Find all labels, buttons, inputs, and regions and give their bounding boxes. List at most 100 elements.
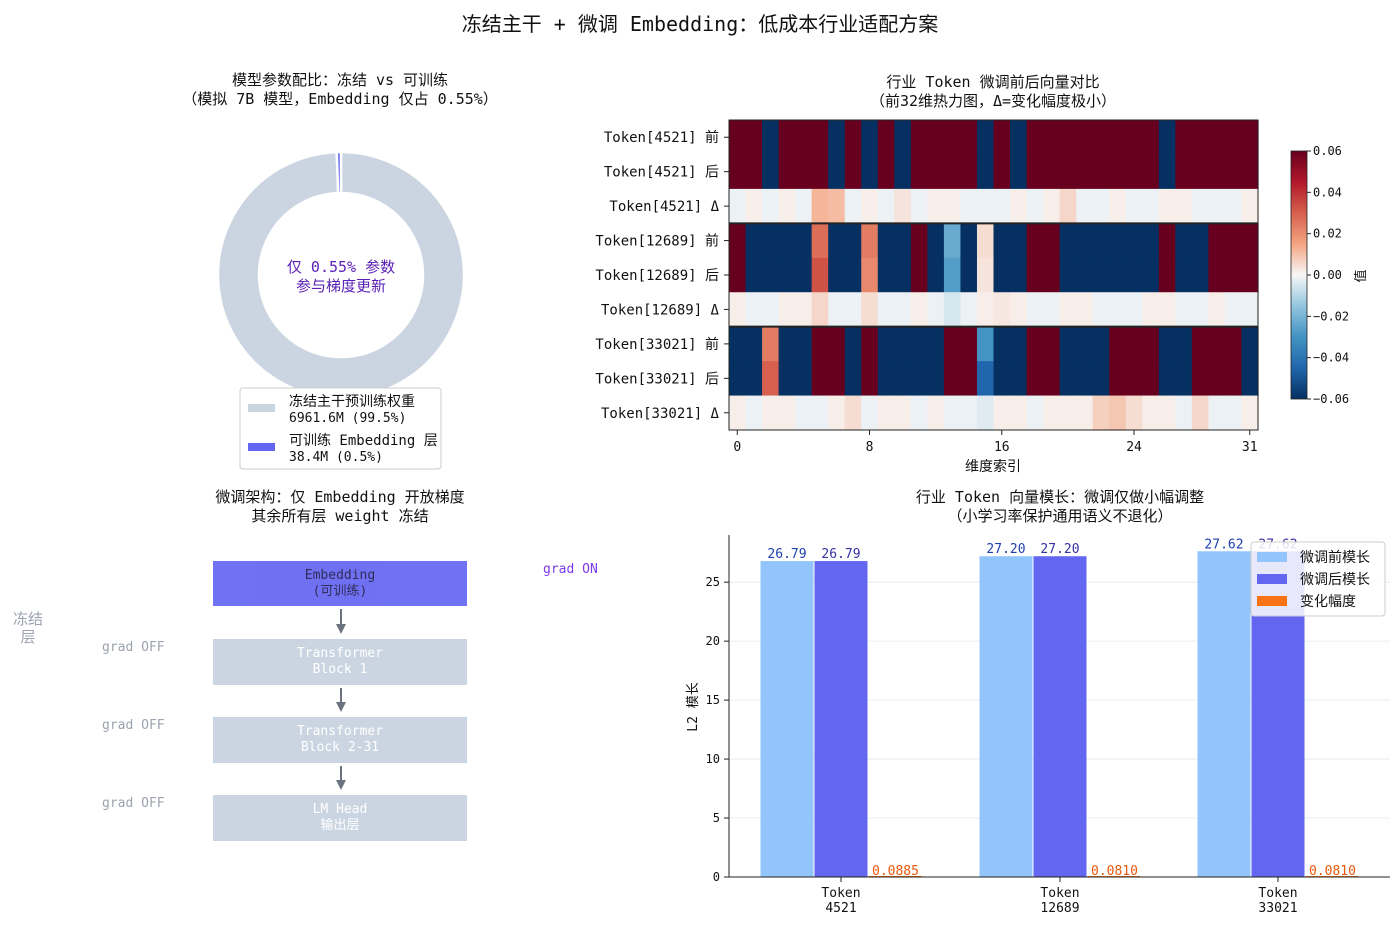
heatmap-cell	[877, 395, 895, 431]
heatmap-cell	[976, 223, 995, 259]
heatmap-cell	[1158, 120, 1176, 156]
heatmap-cell	[1142, 154, 1160, 190]
donut-chart: 仅 0.55% 参数 参与梯度更新 冻结主干预训练权重 6961.6M (99.…	[216, 150, 466, 470]
arch-side-label-line2: 层	[20, 628, 36, 646]
heatmap-cell	[811, 223, 829, 259]
donut-title-line1: 模型参数配比：冻结 vs 可训练	[231, 71, 449, 89]
heatmap-cell	[1092, 188, 1110, 224]
heatmap-cell	[861, 257, 879, 293]
heatmap-cell	[1059, 326, 1077, 362]
heatmap-cell	[910, 223, 928, 259]
heatmap-cell	[960, 395, 978, 431]
bar-before	[1197, 551, 1251, 877]
heatmap-cell	[1208, 154, 1226, 190]
heatmap-cell	[877, 223, 895, 259]
grad-off-label: grad OFF	[102, 718, 165, 733]
arch-title-line2: 其余所有层 weight 冻结	[251, 507, 429, 525]
heatmap-cell	[729, 188, 747, 224]
heatmap-cell	[1142, 120, 1160, 156]
heatmap-cell	[976, 257, 995, 293]
heatmap-cell	[1076, 292, 1094, 328]
heatmap-cell	[844, 257, 862, 293]
heatmap-cell	[828, 223, 846, 259]
heatmap-cell	[844, 154, 862, 190]
arch-block-transformer-1-line2: Block 1	[312, 662, 368, 677]
heatmap-cell	[1092, 361, 1110, 397]
heatmap-cell	[1092, 223, 1110, 259]
heatmap-cell	[1191, 326, 1210, 362]
heatmap-cell	[1224, 395, 1243, 431]
heatmap-cell	[1191, 120, 1210, 156]
bar-data-labels: 26.7927.2027.6226.7927.2027.620.08850.08…	[767, 537, 1356, 879]
heatmap-cell	[762, 257, 780, 293]
heatmap-cell	[1043, 223, 1061, 259]
heatmap-cell	[943, 395, 962, 431]
heatmap-x-ticks: 0 8 16 24 31	[733, 430, 1258, 455]
grad-off-label: grad OFF	[102, 640, 165, 655]
donut-slices	[216, 150, 466, 400]
colorbar-tick-label: 0.00	[1313, 268, 1342, 282]
heatmap-cell	[976, 154, 995, 190]
heatmap-cell	[877, 361, 895, 397]
bar-y-tick-label: 15	[706, 693, 720, 707]
heatmap-cell	[927, 395, 945, 431]
heatmap-cell	[993, 326, 1011, 362]
heatmap-cell	[729, 361, 747, 397]
heatmap-cell	[1076, 257, 1094, 293]
bar-delta	[868, 875, 922, 877]
heatmap-cell	[894, 395, 912, 431]
heatmap-cell	[1010, 292, 1028, 328]
heatmap-cell	[795, 361, 813, 397]
heatmap-cell	[927, 188, 945, 224]
heatmap-cell	[1241, 292, 1259, 328]
arch-block-transformer-2-31: Transformer Block 2-31	[213, 717, 467, 763]
heatmap-cell	[861, 154, 879, 190]
heatmap-cell	[1010, 395, 1028, 431]
heatmap-cell	[976, 361, 995, 397]
heatmap-cell	[1241, 223, 1259, 259]
heatmap-cell	[811, 292, 829, 328]
heatmap-cell	[745, 361, 763, 397]
arch-block-transformer-1: Transformer Block 1	[213, 639, 467, 685]
bar-x-tick-label: 4521	[825, 901, 856, 916]
heatmap-cell	[1158, 395, 1176, 431]
heatmap-x-tick-label: 31	[1242, 440, 1258, 455]
heatmap-cell	[1109, 120, 1127, 156]
heatmap-cell	[762, 361, 780, 397]
heatmap-cell	[1158, 326, 1176, 362]
heatmap-cell	[844, 292, 862, 328]
bar-legend-label: 微调后模长	[1300, 572, 1370, 588]
donut-slice-frozen	[216, 150, 466, 400]
heatmap-cell	[778, 395, 796, 431]
heatmap-cell	[729, 292, 747, 328]
colorbar-tick-label: −0.04	[1313, 351, 1349, 365]
colorbar-tick-label: 0.06	[1313, 144, 1342, 158]
heatmap-cell	[1224, 292, 1243, 328]
bar-data-label: 0.0885	[872, 864, 919, 879]
heatmap-cell	[1059, 188, 1077, 224]
heatmap-cell	[1175, 292, 1193, 328]
heatmap-cell	[1026, 120, 1044, 156]
heatmap-cell	[910, 188, 928, 224]
heatmap-cell	[1059, 154, 1077, 190]
bar-data-label: 27.20	[986, 542, 1025, 557]
heatmap-cell	[861, 395, 879, 431]
heatmap-cell	[1241, 361, 1259, 397]
donut-title-line2: （模拟 7B 模型，Embedding 仅占 0.55%）	[182, 90, 498, 108]
legend-frozen-line1: 冻结主干预训练权重	[289, 393, 415, 410]
heatmap-cell	[828, 188, 846, 224]
heatmap-cell	[1010, 326, 1028, 362]
heatmap-cell	[1043, 326, 1061, 362]
heatmap-cell	[993, 120, 1011, 156]
bar-x-tick-label: 12689	[1040, 901, 1079, 916]
heatmap-cell	[927, 154, 945, 190]
heatmap-cell	[1208, 395, 1226, 431]
heatmap-cell	[877, 326, 895, 362]
figure-title: 冻结主干 + 微调 Embedding：低成本行业适配方案	[461, 12, 939, 36]
heatmap-row-label: Token[33021] 后	[595, 371, 719, 387]
heatmap-row-label: Token[12689] Δ	[601, 302, 720, 318]
heatmap-row-label: Token[4521] 后	[604, 165, 719, 181]
grad-on-label: grad ON	[543, 562, 598, 577]
